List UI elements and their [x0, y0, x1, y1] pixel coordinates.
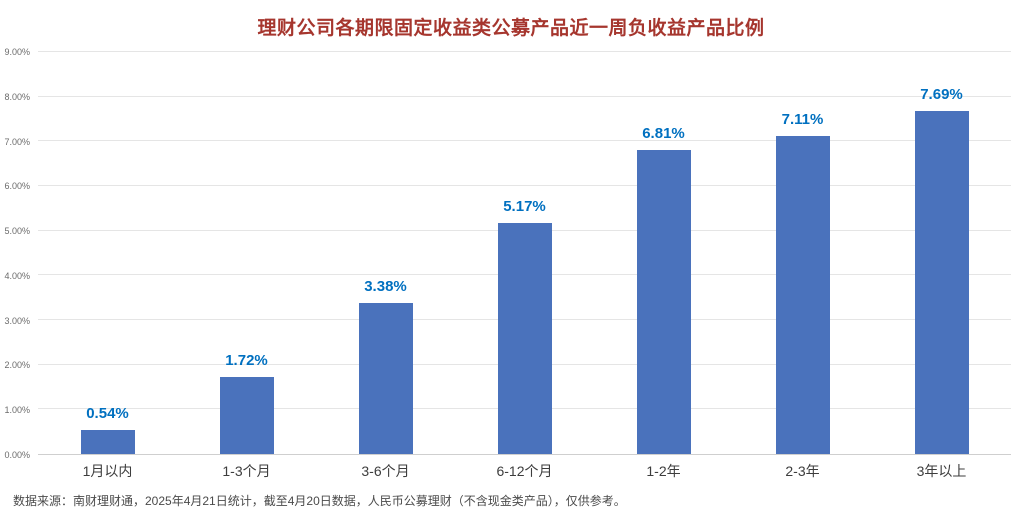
bar-value-label: 0.54%: [86, 405, 129, 422]
x-tick-label: 6-12个月: [496, 463, 553, 479]
gridline: [38, 140, 1011, 142]
bar-slot: 0.54%: [38, 52, 177, 454]
bar-value-label: 7.69%: [920, 86, 963, 103]
bar-slot: 7.69%: [872, 52, 1011, 454]
x-tick-label: 3年以上: [916, 463, 967, 479]
plot-area: 0.54% 1.72% 3.38% 5.17% 6.81% 7.11% 7.69%: [38, 51, 1011, 455]
y-tick-label: 1.00%: [4, 405, 30, 416]
bar-value-label: 1.72%: [225, 352, 268, 369]
y-tick-label: 7.00%: [4, 136, 30, 147]
bar-slot: 1.72%: [177, 52, 316, 454]
bar-value-label: 3.38%: [364, 278, 407, 295]
y-tick-label: 9.00%: [4, 47, 30, 57]
y-tick-label: 8.00%: [4, 91, 30, 102]
y-tick-label: 3.00%: [4, 315, 30, 326]
x-tick-label: 2-3年: [785, 463, 820, 479]
y-tick-label: 5.00%: [4, 226, 30, 237]
bar: [497, 223, 552, 454]
bar: [636, 150, 691, 454]
x-tick-label: 1月以内: [82, 463, 133, 479]
bar: [358, 303, 413, 454]
y-axis-labels: 0.00% 1.00% 2.00% 3.00% 4.00% 5.00% 6.00% 7.00%…: [0, 47, 34, 460]
gridline: [38, 95, 1011, 97]
y-tick-label: 6.00%: [4, 181, 30, 192]
bar-value-label: 5.17%: [503, 198, 546, 215]
y-tick-label: 4.00%: [4, 270, 30, 281]
chart-title: 理财公司各期限固定收益类公募产品近一周负收益产品比例: [257, 18, 765, 39]
bar: [914, 111, 969, 454]
x-tick-label: 1-3个月: [222, 463, 271, 479]
y-tick-label: 2.00%: [4, 360, 30, 371]
gridline: [38, 51, 1011, 52]
x-axis: 1月以内 1-3个月 3-6个月 6-12个月 1-2年 2-3年 3年以上: [38, 461, 1011, 481]
bar-slot: 3.38%: [316, 52, 455, 454]
bar: [219, 377, 274, 454]
bar: [775, 136, 830, 454]
source-note: 数据来源：南财理财通，2025年4月21日统计，截至4月20日数据，人民币公募理…: [13, 494, 626, 508]
bar-slot: 5.17%: [455, 52, 594, 454]
x-tick-label: 1-2年: [646, 463, 681, 479]
y-tick-label: 0.00%: [4, 450, 30, 460]
bar-slot: 7.11%: [733, 52, 872, 454]
bar-value-label: 6.81%: [642, 125, 685, 142]
bar-slot: 6.81%: [594, 52, 733, 454]
bars: 0.54% 1.72% 3.38% 5.17% 6.81% 7.11% 7.69%: [38, 52, 1011, 454]
x-tick-label: 3-6个月: [361, 463, 410, 479]
bar: [80, 430, 135, 454]
gridline: [38, 185, 1011, 187]
bar-value-label: 7.11%: [781, 111, 824, 128]
